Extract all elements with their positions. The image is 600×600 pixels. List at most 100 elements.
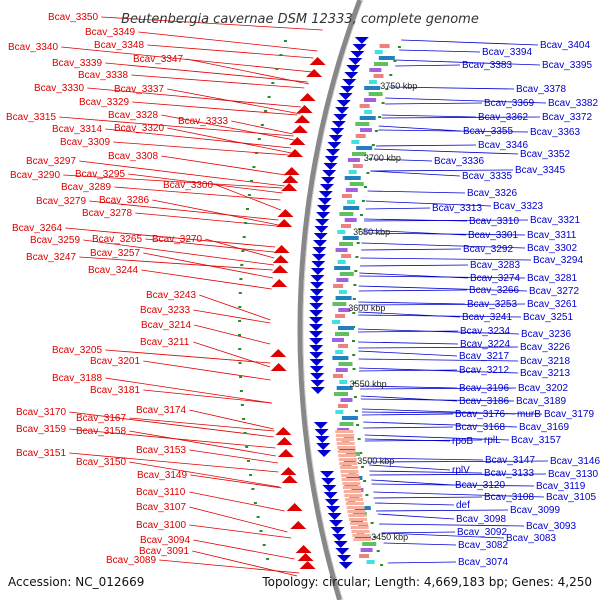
scale-tick — [238, 362, 242, 364]
scale-tick — [238, 292, 242, 294]
reverse-gene-arrow — [328, 135, 343, 142]
forward-gene-label: Bcav_3259 — [30, 235, 80, 246]
reverse-gene-label: Bcav_3274 — [470, 273, 520, 284]
reverse-gene-arrow — [342, 79, 357, 86]
reverse-connector — [361, 242, 526, 249]
cog-block — [340, 398, 353, 402]
reverse-gene-label: Bcav_3093 — [526, 521, 576, 532]
forward-gene-label: Bcav_3330 — [34, 83, 84, 94]
scale-tick — [241, 250, 245, 252]
reverse-gene-label: Bcav_3382 — [548, 98, 598, 109]
reverse-connector — [358, 301, 466, 305]
forward-gene-label: Bcav_3300 — [163, 180, 213, 191]
cog-block — [333, 284, 344, 288]
forward-gene-label: Bcav_3151 — [16, 448, 66, 459]
reverse-gene-label: Bcav_3272 — [529, 286, 579, 297]
scale-tick — [257, 138, 261, 140]
forward-gene-arrow — [287, 149, 304, 157]
forward-gene-arrow — [294, 115, 311, 123]
forward-gene-label: Bcav_3349 — [85, 27, 135, 38]
reverse-connector — [358, 314, 522, 318]
reverse-gene-label: Bcav_3404 — [540, 40, 590, 51]
cog-block — [338, 362, 353, 366]
reverse-connector — [378, 129, 529, 133]
reverse-gene-arrow — [329, 520, 344, 527]
forward-gene-label: Bcav_3167 — [76, 413, 126, 424]
cog-block — [347, 200, 355, 204]
cog-block — [364, 110, 373, 114]
forward-gene-label: Bcav_3211 — [140, 337, 190, 348]
reverse-connector — [358, 350, 458, 357]
cog-block — [337, 404, 348, 408]
reverse-gene-arrow — [315, 436, 330, 443]
cog-block — [335, 296, 352, 300]
reverse-connector — [363, 426, 454, 429]
scale-tick — [252, 166, 256, 168]
reverse-gene-arrow — [309, 352, 324, 359]
reverse-gene-label: Bcav_3352 — [520, 149, 570, 160]
cog-block — [352, 152, 366, 156]
forward-connector — [65, 227, 276, 248]
reverse-gene-label: Bcav_3083 — [506, 533, 556, 544]
forward-gene-arrow — [270, 363, 287, 371]
forward-gene-label: Bcav_3170 — [16, 407, 66, 418]
reverse-gene-arrow — [338, 562, 353, 569]
scale-tick — [243, 432, 247, 434]
forward-connector — [205, 238, 275, 259]
forward-connector — [141, 269, 272, 290]
cog-block — [335, 434, 354, 437]
cog-block — [355, 122, 370, 126]
reverse-gene-label: Bcav_3326 — [467, 188, 517, 199]
forward-connector — [83, 239, 275, 266]
cog-block — [339, 466, 358, 469]
scale-tick — [357, 438, 361, 440]
reverse-gene-arrow — [309, 359, 324, 366]
scale-tick — [373, 536, 377, 538]
scale-tick — [353, 382, 357, 384]
cog-block — [378, 56, 395, 60]
cog-block — [344, 176, 361, 180]
cog-block — [347, 158, 360, 162]
cog-block — [348, 514, 367, 517]
reverse-gene-arrow — [310, 387, 325, 394]
forward-connector — [167, 88, 301, 115]
reverse-connector — [381, 532, 505, 539]
cog-block — [335, 410, 344, 414]
forward-connector — [143, 389, 273, 404]
forward-gene-label: Bcav_3159 — [16, 424, 66, 435]
reverse-gene-arrow — [310, 380, 325, 387]
reverse-gene-arrow — [337, 555, 352, 562]
forward-gene-label: Bcav_3188 — [52, 373, 102, 384]
reverse-gene-arrow — [333, 114, 348, 121]
scale-tick — [247, 194, 251, 196]
cog-block — [343, 486, 361, 489]
scale-tick — [275, 68, 279, 70]
reverse-connector — [380, 531, 456, 534]
forward-gene-arrow — [296, 105, 313, 113]
scale-tick — [353, 396, 357, 398]
scale-tick — [376, 550, 380, 552]
reverse-gene-arrow — [309, 289, 324, 296]
forward-gene-arrow — [282, 175, 299, 183]
scale-tick — [244, 222, 248, 224]
reverse-gene-label: Bcav_3099 — [510, 505, 560, 516]
reverse-gene-arrow — [311, 261, 326, 268]
forward-gene-arrow — [272, 255, 289, 263]
reverse-gene-arrow — [327, 142, 342, 149]
forward-connector — [87, 87, 301, 108]
forward-gene-label: Bcav_3279 — [36, 196, 86, 207]
cog-block — [349, 522, 368, 525]
cog-block — [362, 542, 377, 546]
forward-gene-arrow — [299, 561, 316, 569]
reverse-gene-labels: Bcav_3404 Bcav_3394 Bcav_3383 Bcav_3395 Bcav… — [432, 40, 600, 568]
cog-block — [335, 314, 346, 318]
reverse-gene-arrow — [321, 177, 336, 184]
scale-tick — [369, 158, 372, 160]
forward-gene-label: Bcav_3314 — [52, 124, 102, 135]
forward-connector — [189, 409, 274, 430]
scale-tick — [363, 480, 367, 482]
reverse-gene-arrow — [313, 422, 328, 429]
reverse-gene-label: Bcav_3241 — [462, 312, 512, 323]
forward-gene-label: Bcav_3265 — [92, 234, 142, 245]
scale-tick — [397, 46, 401, 48]
